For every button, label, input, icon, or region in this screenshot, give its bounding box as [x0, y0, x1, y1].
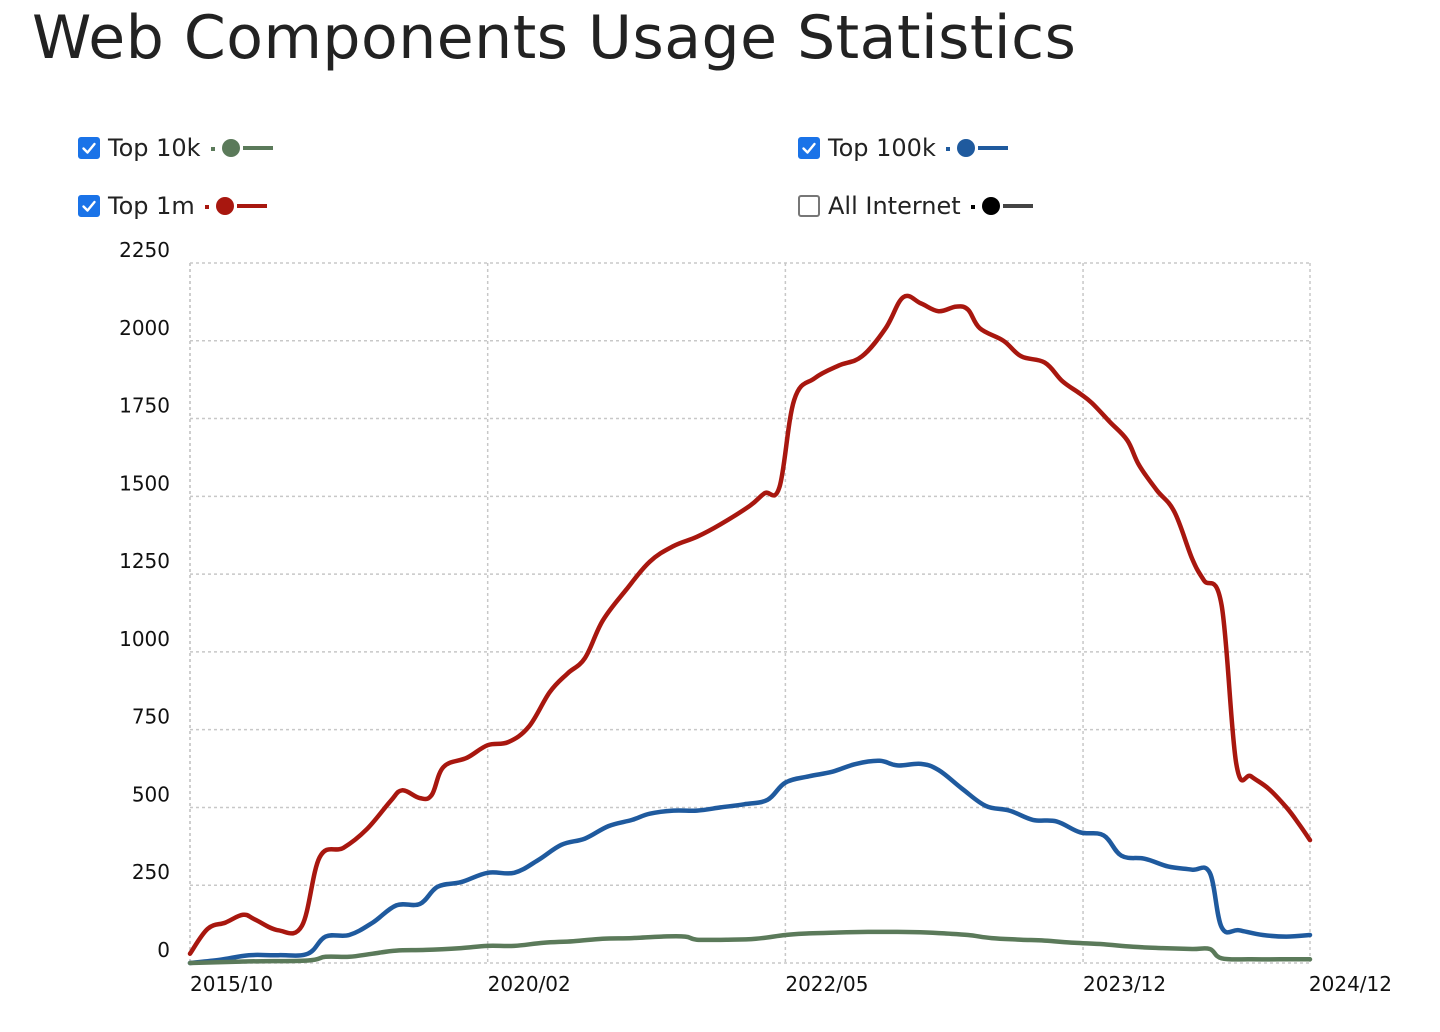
y-tick-label: 1750	[119, 394, 170, 418]
checkbox-top-10k[interactable]	[78, 137, 100, 159]
y-tick-label: 1250	[119, 549, 170, 573]
y-tick-label: 250	[132, 860, 170, 884]
series-marker-icon	[210, 138, 275, 158]
series-line-top-100k	[187, 758, 1313, 966]
series-marker-icon	[204, 196, 269, 216]
chart-legend: Top 10k Top 100k Top 1m	[0, 0, 1440, 240]
legend-label-top-1m: Top 1m	[108, 192, 195, 220]
page-title: Web Components Usage Statistics	[32, 3, 1077, 73]
series-line-top-10k	[187, 929, 1313, 966]
y-tick-label: 500	[132, 782, 170, 806]
chart-grid	[189, 262, 1311, 964]
legend-item-all-internet[interactable]: All Internet	[798, 190, 1035, 222]
y-tick-label: 2250	[119, 238, 170, 262]
checkmark-icon	[82, 142, 96, 154]
checkbox-all-internet[interactable]	[798, 195, 820, 217]
y-axis: 0 250 500 750 1000 1250 1500 1750 2000 2250	[119, 238, 170, 962]
y-tick-label: 2000	[119, 316, 170, 340]
y-tick-label: 750	[132, 705, 170, 729]
legend-label-top-10k: Top 10k	[108, 134, 201, 162]
legend-label-top-100k: Top 100k	[828, 134, 936, 162]
y-tick-label: 1500	[119, 471, 170, 495]
series-marker-icon	[970, 196, 1035, 216]
legend-item-top-10k[interactable]: Top 10k	[78, 132, 275, 164]
y-tick-label: 1000	[119, 627, 170, 651]
x-tick-label: 2024/12	[1309, 972, 1392, 996]
legend-item-top-1m[interactable]: Top 1m	[78, 190, 269, 222]
checkbox-top-100k[interactable]	[798, 137, 820, 159]
checkmark-icon	[82, 200, 96, 212]
x-axis: 2015/10 2020/02 2022/05 2023/12 2024/12	[190, 972, 1392, 996]
x-tick-label: 2020/02	[488, 972, 571, 996]
chart-series	[187, 293, 1313, 966]
x-tick-label: 2015/10	[190, 972, 273, 996]
x-tick-label: 2022/05	[785, 972, 868, 996]
legend-label-all-internet: All Internet	[828, 192, 961, 220]
legend-item-top-100k[interactable]: Top 100k	[798, 132, 1010, 164]
checkmark-icon	[802, 142, 816, 154]
series-marker-icon	[945, 138, 1010, 158]
checkbox-top-1m[interactable]	[78, 195, 100, 217]
series-line-top-1m	[187, 293, 1313, 956]
x-tick-label: 2023/12	[1083, 972, 1166, 996]
y-tick-label: 0	[157, 938, 170, 962]
